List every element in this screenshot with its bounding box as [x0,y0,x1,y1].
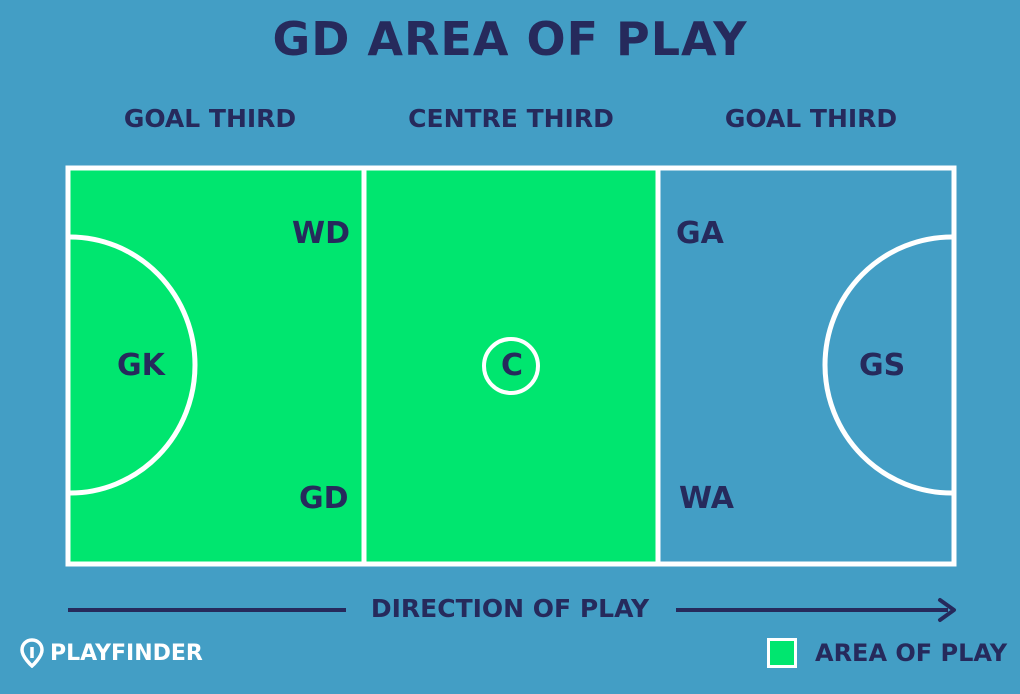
legend-label: AREA OF PLAY [815,639,1008,667]
third-label-centre: CENTRE THIRD [408,104,614,133]
legend: AREA OF PLAY [767,638,1007,668]
shooting-circle-right [822,234,953,496]
playfinder-logo: PLAYFINDER [20,638,203,668]
third-label-left: GOAL THIRD [123,104,297,133]
position-c: C [501,348,524,383]
area-of-play-centre-third [366,170,658,562]
centre-circle [482,337,540,395]
location-pin-icon [20,638,44,668]
position-gd: GD [299,481,349,516]
position-wa: WA [679,481,734,516]
position-wd: WD [292,216,350,251]
shooting-circle-left [69,234,198,496]
position-gk: GK [117,348,165,383]
third-label-right: GOAL THIRD [724,104,898,133]
direction-of-play-label: DIRECTION OF PLAY [370,594,650,623]
legend-swatch [767,638,797,668]
brand-name: PLAYFINDER [50,640,203,666]
position-ga: GA [676,216,724,251]
court-outline [65,165,957,567]
area-of-play-goal-third [70,170,362,562]
position-gs: GS [859,348,906,383]
page-title: GD AREA OF PLAY [272,12,748,66]
arrowhead-icon [938,598,956,622]
